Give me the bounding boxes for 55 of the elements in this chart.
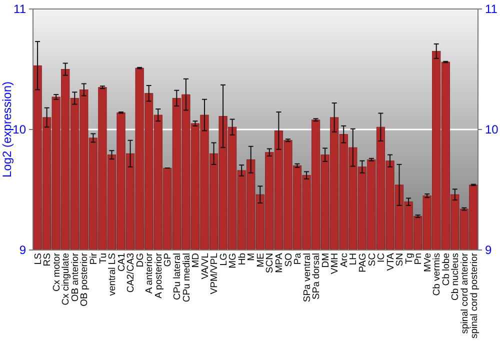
x-tick-label: Cb nucleus [450, 252, 462, 301]
x-tick-label: spinal cord anterior [460, 253, 471, 334]
x-tick-label: RS [42, 253, 54, 266]
x-tick-label: Cx cingulate [60, 253, 72, 306]
x-tick-label: Arc [338, 252, 350, 268]
x-tick-label: CA2/CA3 [126, 253, 137, 293]
y-tick-label: 10 [12, 122, 26, 136]
x-tick-label: SCN [264, 252, 276, 274]
x-tick-label: MD [190, 252, 202, 268]
x-tick-label: spinal cord posterior [468, 253, 480, 339]
x-tick-label: MPA [274, 252, 286, 273]
y-tick-label: 11 [14, 2, 26, 16]
x-tick-label: DM [320, 252, 332, 268]
x-tick-label: LS [32, 253, 44, 265]
x-tick-label: Tu [98, 253, 109, 264]
x-tick-label: CPu lateral [172, 253, 183, 300]
x-tick-label: Pa [292, 252, 304, 265]
x-tick-label: A posterior [153, 253, 164, 298]
x-tick-label: M [246, 252, 258, 261]
x-tick-label: A anterior [144, 253, 156, 294]
x-tick-label: CPu medial [181, 253, 192, 302]
x-tick-label: ME [255, 253, 266, 268]
x-tick-label: VA/VL [200, 253, 211, 280]
x-tick-label: SC [366, 252, 378, 266]
x-tick-label: Hb [236, 253, 248, 266]
x-tick-label: Pn [413, 253, 424, 265]
y2-tick-label: 11 [485, 2, 498, 16]
x-tick-label: LG [218, 253, 230, 266]
x-tick-label: CA1 [116, 253, 128, 272]
x-tick-label: OB anterior [70, 253, 81, 302]
y2-tick-label: 9 [485, 242, 492, 257]
x-tick-label: Cx motor [51, 253, 62, 292]
x-tick-label: GP [162, 253, 174, 267]
y-axis-title: Log2 (expression) [0, 81, 14, 178]
x-tick-label: PAG [357, 253, 368, 272]
x-tick-label: SN [394, 252, 406, 266]
x-tick-label: VPM/VPL [209, 253, 220, 294]
x-tick-label: Cb lobe [440, 253, 452, 286]
x-tick-label: DG [134, 253, 146, 268]
x-tick-label: SO [283, 253, 294, 267]
x-tick-label: ventral LS [107, 253, 118, 296]
y2-tick-label: 10 [485, 122, 499, 136]
x-tick-label: VMH [330, 252, 341, 274]
x-tick-label: IC [376, 252, 388, 262]
x-tick-label: Pir [88, 253, 100, 265]
x-tick-label: Tg [404, 253, 415, 264]
x-tick-label: SPa dorsal [311, 253, 322, 300]
x-tick-label: MG [228, 253, 239, 268]
x-tick-label: LH [348, 252, 360, 266]
y-tick-label: 9 [19, 242, 26, 257]
x-tick-label: MVe [422, 253, 434, 272]
x-tick-label: Cb vermis [432, 252, 443, 296]
x-tick-label: VTA [385, 252, 396, 271]
x-tick-label: OB posterior [79, 253, 90, 306]
x-tick-label: SPa ventral [302, 253, 313, 302]
